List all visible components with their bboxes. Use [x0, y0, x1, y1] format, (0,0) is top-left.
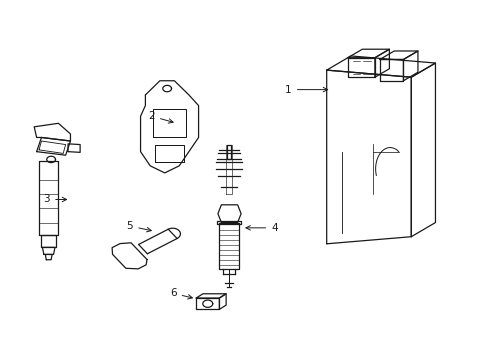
Text: 5: 5	[126, 221, 151, 232]
Text: 4: 4	[245, 223, 277, 233]
Text: 6: 6	[170, 288, 192, 299]
Text: 1: 1	[285, 85, 327, 95]
Text: 3: 3	[43, 194, 66, 204]
Text: 2: 2	[148, 111, 173, 123]
